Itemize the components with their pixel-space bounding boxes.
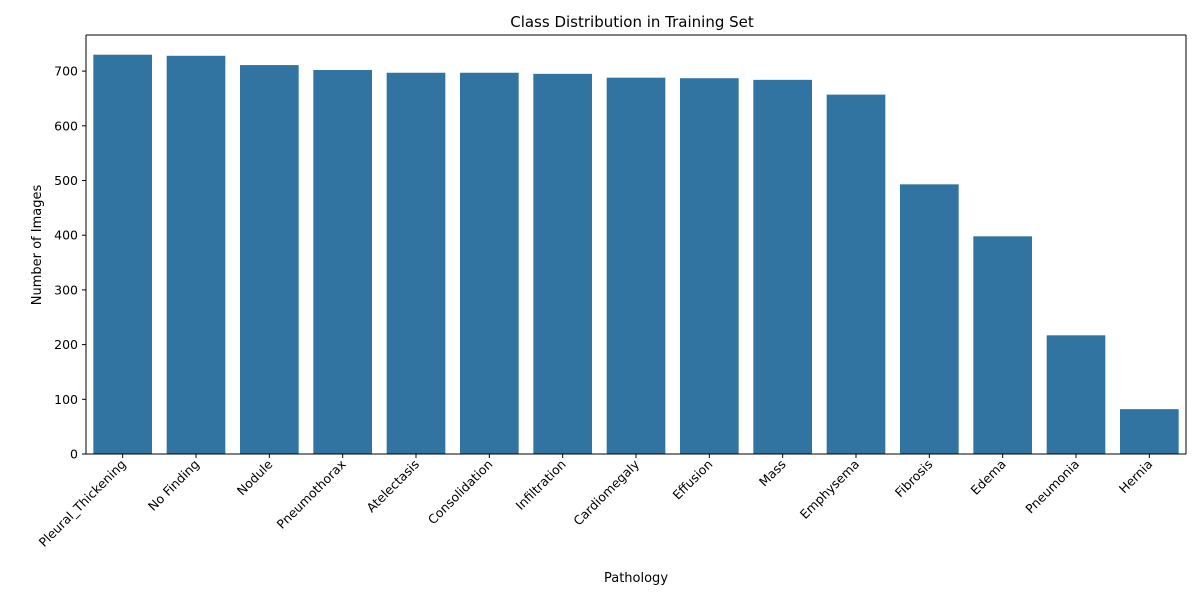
x-tick-label: Atelectasis <box>363 457 422 516</box>
bar-atelectasis <box>386 72 446 455</box>
bar-consolidation <box>460 72 519 455</box>
x-tick-label: Consolidation <box>425 457 496 528</box>
bar-infiltration <box>533 73 592 454</box>
x-tick-label: Effusion <box>669 457 715 503</box>
y-axis-label: Number of Images <box>30 185 45 306</box>
bar-pleural-thickening <box>93 54 152 454</box>
x-tick-label: Fibrosis <box>892 457 936 501</box>
y-tick-label: 300 <box>54 282 78 297</box>
x-tick-label: Cardiomegaly <box>570 456 642 528</box>
bar-effusion <box>680 78 739 455</box>
x-tick-label: Mass <box>756 457 789 490</box>
x-tick-label: Pleural_Thickening <box>36 457 129 550</box>
x-axis-label: Pathology <box>604 571 668 586</box>
x-tick-label: Emphysema <box>797 457 862 522</box>
bar-pneumonia <box>1046 335 1106 454</box>
bar-fibrosis <box>900 184 959 454</box>
x-tick-label: Pneumothorax <box>274 457 349 532</box>
x-tick-label: Infiltration <box>512 457 568 513</box>
bar-cardiomegaly <box>606 77 666 455</box>
x-axis: Pleural_Thickening No Finding NodulePneumo… <box>36 454 1156 550</box>
chart-title: Class Distribution in Training Set <box>510 13 754 31</box>
bar-hernia <box>1120 409 1179 454</box>
y-tick-label: 400 <box>54 228 78 243</box>
x-tick-label: Pneumonia <box>1022 457 1082 517</box>
y-tick-label: 0 <box>70 447 78 462</box>
x-tick-label: Hernia <box>1116 457 1156 497</box>
bar-nodule <box>240 65 299 454</box>
x-tick-label: Edema <box>968 457 1009 498</box>
bar-no-finding <box>166 55 226 454</box>
bar-pneumothorax <box>313 70 372 454</box>
y-tick-label: 200 <box>54 337 78 352</box>
y-tick-label: 100 <box>54 392 78 407</box>
x-tick-label: No Finding <box>145 457 202 514</box>
x-tick-label: Nodule <box>234 456 276 498</box>
y-tick-label: 700 <box>54 64 78 79</box>
y-tick-label: 500 <box>54 173 78 188</box>
y-tick-label: 600 <box>54 118 78 133</box>
bar-emphysema <box>826 94 886 455</box>
bar-edema <box>973 236 1032 454</box>
bars-group <box>93 54 1179 455</box>
bar-mass <box>753 79 812 454</box>
